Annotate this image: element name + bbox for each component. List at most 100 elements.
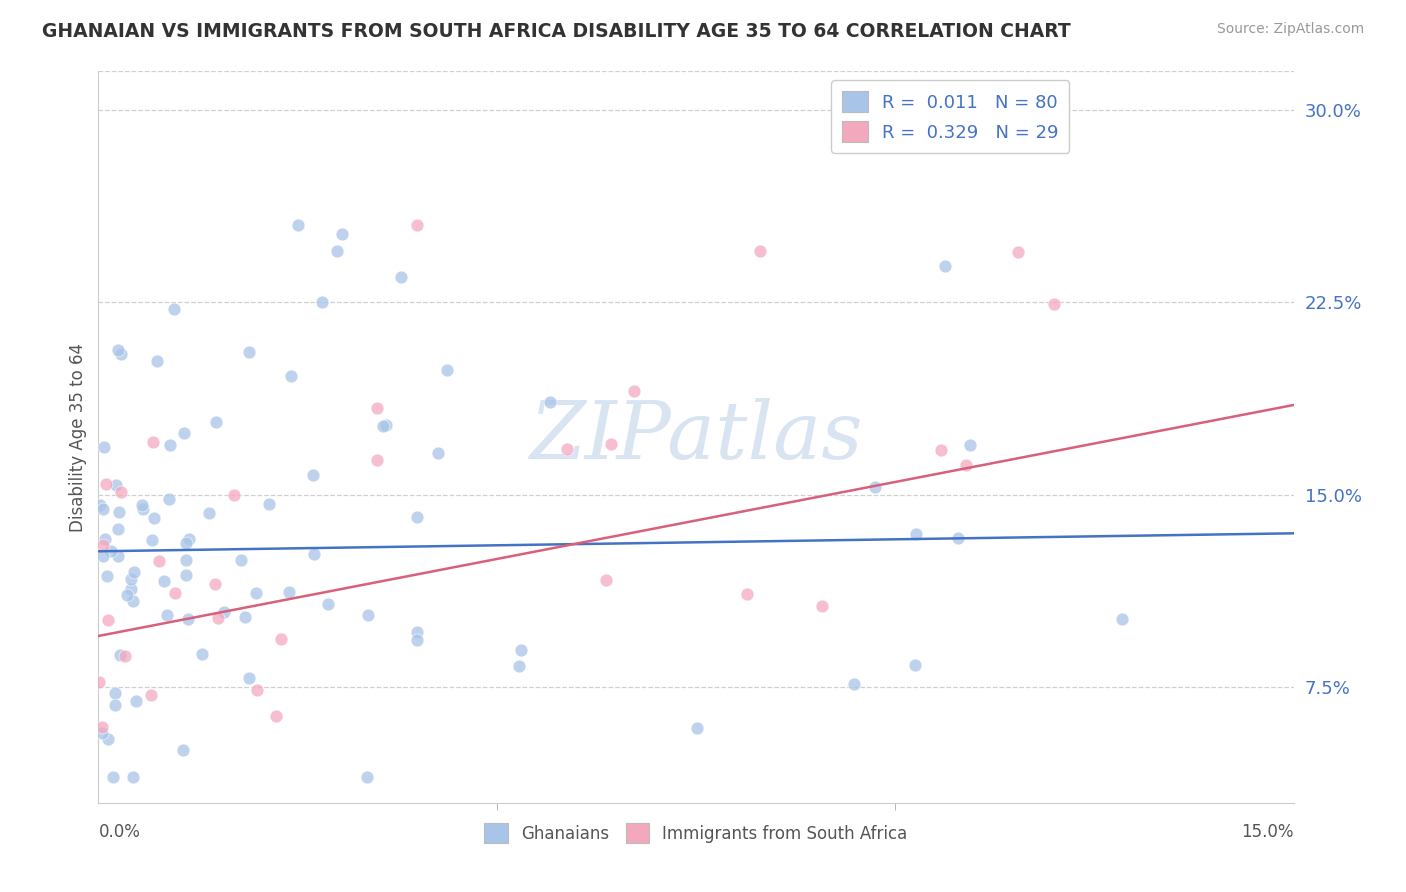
Point bbox=[93, 440, 115, 454]
Point bbox=[97, 732, 120, 747]
Point bbox=[122, 565, 145, 579]
Point bbox=[156, 608, 179, 623]
Point bbox=[302, 547, 325, 561]
Point bbox=[110, 347, 132, 361]
Point bbox=[1007, 244, 1029, 259]
Point bbox=[735, 587, 758, 601]
Text: 15.0%: 15.0% bbox=[1241, 823, 1294, 841]
Point bbox=[959, 438, 981, 452]
Point bbox=[214, 605, 236, 619]
Point bbox=[122, 770, 145, 784]
Point bbox=[366, 453, 388, 467]
Point bbox=[366, 401, 388, 415]
Point bbox=[114, 648, 136, 663]
Point bbox=[277, 584, 299, 599]
Point bbox=[207, 611, 229, 625]
Point bbox=[174, 536, 197, 550]
Y-axis label: Disability Age 35 to 64: Disability Age 35 to 64 bbox=[69, 343, 87, 532]
Point bbox=[301, 467, 323, 482]
Point bbox=[245, 585, 267, 599]
Point bbox=[863, 480, 886, 494]
Point bbox=[90, 720, 112, 734]
Text: 0.0%: 0.0% bbox=[98, 823, 141, 841]
Point bbox=[1042, 297, 1064, 311]
Point bbox=[509, 642, 531, 657]
Point bbox=[357, 607, 380, 622]
Point bbox=[389, 269, 412, 284]
Point bbox=[406, 509, 429, 524]
Point bbox=[205, 415, 228, 429]
Point bbox=[108, 506, 131, 520]
Point bbox=[436, 362, 458, 376]
Point bbox=[257, 497, 280, 511]
Point bbox=[174, 567, 197, 582]
Point bbox=[165, 585, 187, 599]
Point bbox=[94, 532, 117, 546]
Point bbox=[330, 227, 353, 241]
Point bbox=[929, 442, 952, 457]
Point bbox=[197, 506, 219, 520]
Point bbox=[101, 770, 124, 784]
Point bbox=[107, 343, 129, 358]
Point bbox=[406, 219, 429, 233]
Point bbox=[110, 485, 132, 500]
Point bbox=[152, 574, 174, 588]
Point bbox=[287, 219, 309, 233]
Point bbox=[177, 612, 200, 626]
Point bbox=[108, 648, 131, 662]
Point bbox=[229, 553, 252, 567]
Point bbox=[120, 582, 142, 597]
Point bbox=[508, 659, 530, 673]
Point bbox=[139, 688, 162, 702]
Point bbox=[264, 709, 287, 723]
Point bbox=[120, 572, 142, 586]
Point bbox=[904, 658, 927, 673]
Point bbox=[811, 599, 834, 613]
Point bbox=[555, 442, 578, 457]
Point bbox=[104, 686, 127, 700]
Point bbox=[238, 344, 260, 359]
Point bbox=[224, 488, 246, 502]
Point bbox=[934, 259, 956, 273]
Point bbox=[375, 417, 398, 432]
Point bbox=[91, 538, 114, 552]
Point bbox=[623, 384, 645, 399]
Point bbox=[311, 295, 333, 310]
Point bbox=[159, 438, 181, 452]
Point bbox=[204, 577, 226, 591]
Point bbox=[91, 549, 114, 563]
Point bbox=[157, 492, 180, 507]
Point bbox=[96, 476, 118, 491]
Point bbox=[132, 501, 155, 516]
Point bbox=[131, 498, 153, 512]
Point bbox=[595, 573, 617, 587]
Text: GHANAIAN VS IMMIGRANTS FROM SOUTH AFRICA DISABILITY AGE 35 TO 64 CORRELATION CHA: GHANAIAN VS IMMIGRANTS FROM SOUTH AFRICA… bbox=[42, 22, 1071, 41]
Point bbox=[107, 522, 129, 536]
Point bbox=[148, 554, 170, 568]
Point bbox=[91, 502, 114, 516]
Point bbox=[406, 632, 429, 647]
Point bbox=[141, 533, 163, 547]
Point bbox=[955, 458, 977, 472]
Point bbox=[599, 436, 621, 450]
Point bbox=[406, 625, 429, 640]
Point bbox=[90, 726, 112, 740]
Point bbox=[245, 682, 267, 697]
Point bbox=[748, 244, 770, 258]
Point bbox=[142, 435, 165, 450]
Point bbox=[173, 426, 195, 441]
Point bbox=[105, 478, 128, 492]
Point bbox=[172, 743, 194, 757]
Point bbox=[104, 698, 127, 712]
Point bbox=[122, 594, 145, 608]
Point bbox=[238, 671, 260, 685]
Point bbox=[371, 418, 394, 433]
Point bbox=[905, 527, 928, 541]
Point bbox=[96, 613, 118, 627]
Point bbox=[115, 588, 138, 602]
Text: Source: ZipAtlas.com: Source: ZipAtlas.com bbox=[1216, 22, 1364, 37]
Point bbox=[946, 531, 969, 545]
Point bbox=[191, 647, 214, 661]
Legend: Ghanaians, Immigrants from South Africa: Ghanaians, Immigrants from South Africa bbox=[478, 817, 914, 849]
Point bbox=[107, 549, 129, 563]
